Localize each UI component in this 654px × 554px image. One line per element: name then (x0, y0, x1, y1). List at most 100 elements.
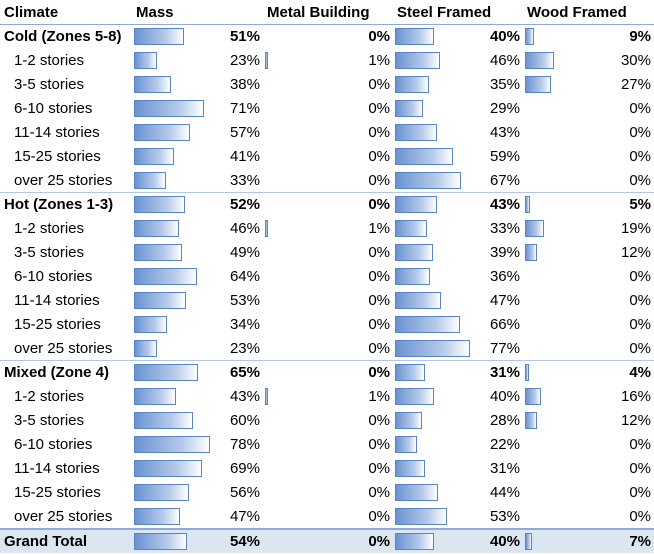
cell-metal-building[interactable]: 0% (263, 481, 393, 505)
cell-steel-framed[interactable]: 33% (393, 217, 523, 241)
cell-metal-building[interactable]: 0% (263, 97, 393, 121)
cell-metal-building[interactable]: 0% (263, 409, 393, 433)
row-label[interactable]: 3-5 stories (14, 76, 85, 93)
cell-wood-framed[interactable]: 0% (523, 481, 654, 505)
header-steel-framed[interactable]: Steel Framed (393, 0, 523, 25)
row-label[interactable]: 1-2 stories (14, 220, 85, 237)
cell-metal-building[interactable]: 0% (263, 433, 393, 457)
cell-mass[interactable]: 54% (132, 527, 263, 553)
cell-mass[interactable]: 34% (132, 313, 263, 337)
cell-metal-building[interactable]: 0% (263, 265, 393, 289)
cell-steel-framed[interactable]: 66% (393, 313, 523, 337)
row-label[interactable]: 15-25 stories (14, 484, 101, 501)
cell-steel-framed[interactable]: 53% (393, 505, 523, 529)
cell-steel-framed[interactable]: 40% (393, 24, 523, 49)
cell-wood-framed[interactable]: 5% (523, 192, 654, 217)
cell-mass[interactable]: 33% (132, 169, 263, 193)
row-label[interactable]: Cold (Zones 5-8) (0, 24, 132, 49)
cell-mass[interactable]: 69% (132, 457, 263, 481)
cell-metal-building[interactable]: 0% (263, 145, 393, 169)
cell-metal-building[interactable]: 0% (263, 457, 393, 481)
cell-steel-framed[interactable]: 59% (393, 145, 523, 169)
header-mass[interactable]: Mass (132, 0, 263, 25)
row-label[interactable]: 1-2 stories (14, 52, 85, 69)
row-label[interactable]: Hot (Zones 1-3) (0, 192, 132, 217)
cell-wood-framed[interactable]: 12% (523, 241, 654, 265)
cell-metal-building[interactable]: 0% (263, 337, 393, 361)
cell-metal-building[interactable]: 0% (263, 169, 393, 193)
cell-mass[interactable]: 64% (132, 265, 263, 289)
cell-wood-framed[interactable]: 12% (523, 409, 654, 433)
cell-mass[interactable]: 57% (132, 121, 263, 145)
cell-metal-building[interactable]: 0% (263, 313, 393, 337)
cell-mass[interactable]: 49% (132, 241, 263, 265)
row-label[interactable]: 6-10 stories (14, 100, 93, 117)
row-label[interactable]: 3-5 stories (14, 412, 85, 429)
cell-mass[interactable]: 38% (132, 73, 263, 97)
cell-wood-framed[interactable]: 9% (523, 24, 654, 49)
cell-mass[interactable]: 51% (132, 24, 263, 49)
cell-wood-framed[interactable]: 0% (523, 457, 654, 481)
cell-mass[interactable]: 23% (132, 49, 263, 73)
row-label[interactable]: Mixed (Zone 4) (0, 360, 132, 385)
cell-steel-framed[interactable]: 43% (393, 192, 523, 217)
cell-metal-building[interactable]: 0% (263, 360, 393, 385)
cell-wood-framed[interactable]: 19% (523, 217, 654, 241)
cell-steel-framed[interactable]: 22% (393, 433, 523, 457)
cell-metal-building[interactable]: 1% (263, 217, 393, 241)
cell-mass[interactable]: 23% (132, 337, 263, 361)
cell-steel-framed[interactable]: 36% (393, 265, 523, 289)
cell-wood-framed[interactable]: 0% (523, 433, 654, 457)
cell-mass[interactable]: 56% (132, 481, 263, 505)
cell-mass[interactable]: 41% (132, 145, 263, 169)
cell-mass[interactable]: 43% (132, 385, 263, 409)
cell-wood-framed[interactable]: 16% (523, 385, 654, 409)
cell-metal-building[interactable]: 0% (263, 289, 393, 313)
cell-mass[interactable]: 53% (132, 289, 263, 313)
cell-metal-building[interactable]: 1% (263, 385, 393, 409)
cell-wood-framed[interactable]: 0% (523, 97, 654, 121)
cell-steel-framed[interactable]: 31% (393, 457, 523, 481)
cell-steel-framed[interactable]: 35% (393, 73, 523, 97)
header-wood-framed[interactable]: Wood Framed (523, 0, 654, 25)
cell-wood-framed[interactable]: 0% (523, 169, 654, 193)
row-label[interactable]: over 25 stories (14, 339, 113, 357)
row-label[interactable]: 3-5 stories (14, 244, 85, 261)
cell-wood-framed[interactable]: 0% (523, 313, 654, 337)
cell-wood-framed[interactable]: 0% (523, 505, 654, 529)
cell-mass[interactable]: 71% (132, 97, 263, 121)
cell-mass[interactable]: 47% (132, 505, 263, 529)
cell-wood-framed[interactable]: 30% (523, 49, 654, 73)
cell-metal-building[interactable]: 1% (263, 49, 393, 73)
cell-metal-building[interactable]: 0% (263, 241, 393, 265)
cell-wood-framed[interactable]: 27% (523, 73, 654, 97)
cell-wood-framed[interactable]: 7% (523, 527, 654, 553)
cell-wood-framed[interactable]: 0% (523, 337, 654, 361)
row-label[interactable]: 15-25 stories (14, 316, 101, 333)
cell-mass[interactable]: 46% (132, 217, 263, 241)
row-label[interactable]: 11-14 stories (14, 292, 100, 309)
cell-metal-building[interactable]: 0% (263, 73, 393, 97)
cell-steel-framed[interactable]: 40% (393, 385, 523, 409)
cell-steel-framed[interactable]: 43% (393, 121, 523, 145)
row-label[interactable]: 11-14 stories (14, 460, 100, 477)
cell-steel-framed[interactable]: 47% (393, 289, 523, 313)
header-metal-building[interactable]: Metal Building (263, 0, 393, 25)
cell-steel-framed[interactable]: 40% (393, 527, 523, 553)
cell-mass[interactable]: 78% (132, 433, 263, 457)
row-label[interactable]: 11-14 stories (14, 124, 100, 141)
cell-wood-framed[interactable]: 0% (523, 145, 654, 169)
row-label[interactable]: Grand Total (0, 527, 132, 553)
cell-wood-framed[interactable]: 4% (523, 360, 654, 385)
header-climate[interactable]: Climate (0, 0, 132, 25)
cell-steel-framed[interactable]: 29% (393, 97, 523, 121)
cell-steel-framed[interactable]: 28% (393, 409, 523, 433)
cell-mass[interactable]: 52% (132, 192, 263, 217)
cell-metal-building[interactable]: 0% (263, 24, 393, 49)
row-label[interactable]: 6-10 stories (14, 268, 93, 285)
cell-metal-building[interactable]: 0% (263, 527, 393, 553)
row-label[interactable]: over 25 stories (14, 171, 113, 189)
row-label[interactable]: 15-25 stories (14, 148, 101, 165)
cell-wood-framed[interactable]: 0% (523, 121, 654, 145)
cell-steel-framed[interactable]: 67% (393, 169, 523, 193)
